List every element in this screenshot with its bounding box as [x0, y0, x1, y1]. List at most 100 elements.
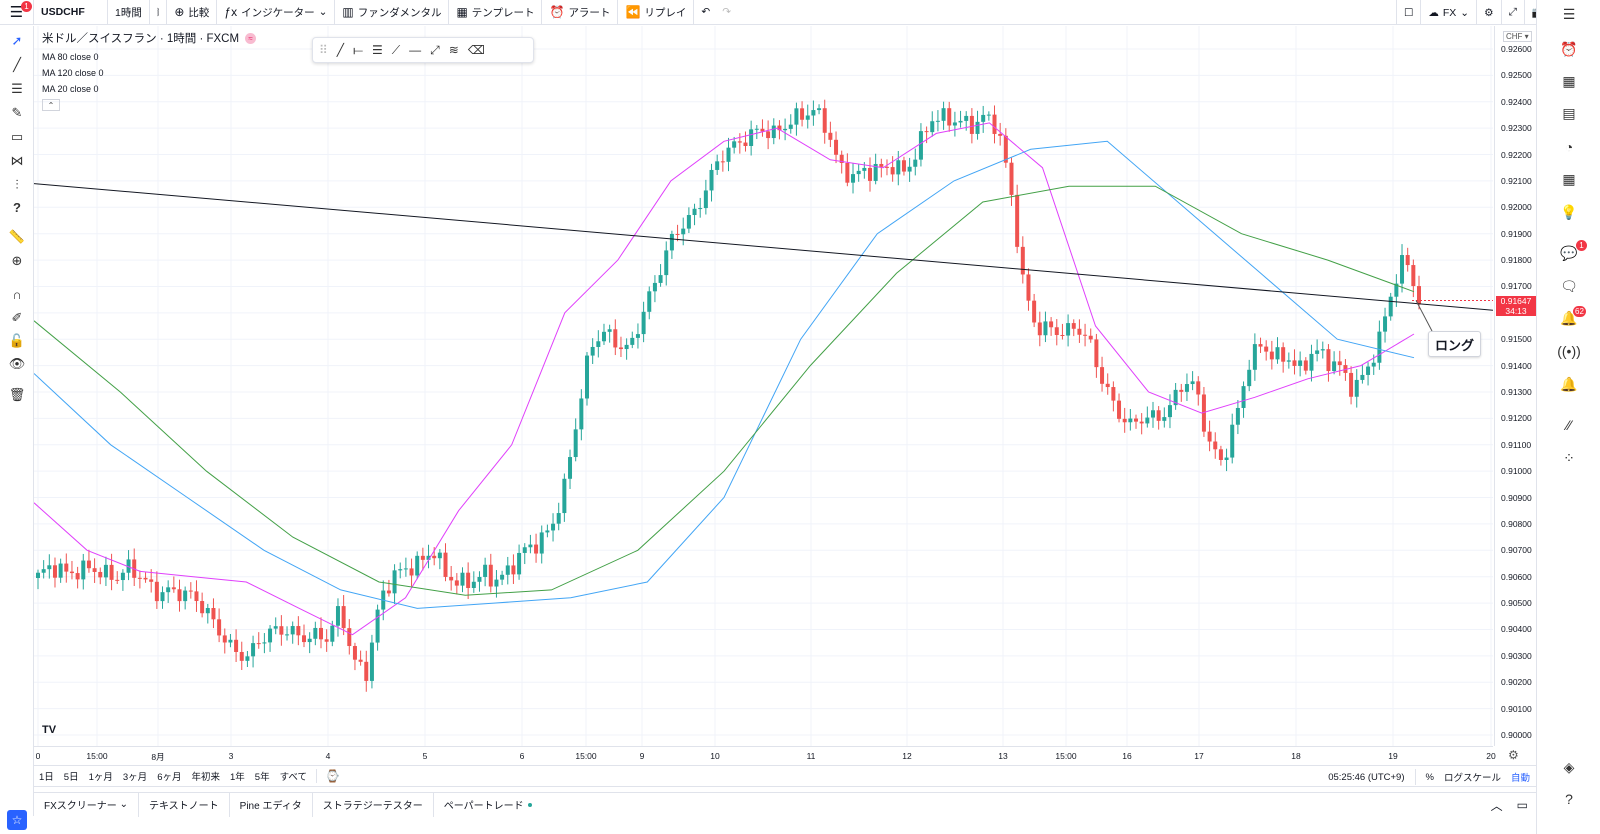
time-axis[interactable]: 0 15:00 8月 3 4 5 6 15:00 9 10 11 12 13 15:00 16 17 18 19 2…	[34, 746, 1496, 764]
parallel-channel-icon[interactable]: ☰	[372, 43, 383, 57]
long-annotation[interactable]: ロング	[1428, 331, 1481, 357]
range-5y[interactable]: 5年	[254, 772, 270, 783]
magnet-icon[interactable]: ∩	[12, 286, 22, 302]
legend-collapse-button[interactable]: ⌃	[42, 99, 60, 111]
chat-badge: 1	[1576, 240, 1587, 251]
extended-line-icon[interactable]: ⤢	[430, 42, 440, 57]
layout-button[interactable]: ☁ FX ⌄	[1421, 0, 1478, 25]
chevron-up-icon[interactable]: ︿	[1490, 798, 1503, 813]
candle-up	[913, 159, 918, 167]
lock-icon[interactable]: 🔓	[8, 333, 26, 348]
watchlist-icon[interactable]: ☰	[1562, 5, 1576, 22]
alert-button[interactable]: ⏰ アラート	[542, 0, 619, 25]
fundamentals-button[interactable]: ▥ ファンダメンタル	[335, 0, 450, 25]
goto-date-icon[interactable]: ⌚	[316, 769, 345, 783]
rewind-icon: ⏪	[625, 5, 641, 19]
ideas-bulb-icon[interactable]: 💡	[1560, 203, 1578, 220]
data-window-icon[interactable]: ▦	[1562, 72, 1576, 89]
range-6m[interactable]: 6ヶ月	[157, 772, 182, 783]
alarm-clock-icon[interactable]: ⏰	[1560, 40, 1578, 57]
currency-chip[interactable]: CHF ▾	[1503, 31, 1532, 42]
price-axis[interactable]: CHF ▾ 0.92600 0.92500 0.92400 0.92300 0.9220…	[1494, 26, 1536, 746]
horizontal-line-icon[interactable]: —	[409, 43, 422, 57]
pattern-icon[interactable]: ⋈	[10, 153, 24, 168]
axis-settings-gear-icon[interactable]: ⚙	[1508, 748, 1519, 762]
replay-button[interactable]: ⏪ リプレイ	[618, 0, 695, 25]
horizontal-ray-icon[interactable]: ⟝	[353, 42, 363, 57]
tab-pine-editor[interactable]: Pine エディタ	[230, 792, 313, 817]
hotlist-icon[interactable]: ◔	[1564, 139, 1574, 155]
favorites-star-icon[interactable]: ☆	[7, 810, 27, 830]
lock-drawing-icon[interactable]: ✐	[11, 310, 23, 325]
range-ytd[interactable]: 年初来	[191, 772, 220, 783]
eraser-icon[interactable]: ⌫	[467, 43, 485, 57]
templates-button[interactable]: ▦ テンプレート	[449, 0, 543, 25]
range-3m[interactable]: 3ヶ月	[122, 772, 148, 783]
line-icon[interactable]: ╱	[336, 43, 345, 57]
fullscreen-layout-button[interactable]: ☐	[1395, 0, 1422, 25]
tab-paper-trading[interactable]: ペーパートレード	[434, 793, 542, 817]
trash-icon[interactable]: 🗑	[8, 387, 26, 402]
price-tick-label: 0.90600	[1501, 571, 1532, 582]
fullscreen-button[interactable]: ⤢	[1502, 0, 1525, 25]
trend-icon[interactable]: ⁄⁄	[1566, 417, 1572, 433]
ma20-legend[interactable]: MA 20 close 0	[42, 84, 99, 94]
candle-up	[851, 174, 856, 183]
brush-icon[interactable]: ✎	[11, 105, 23, 120]
tradingview-logo[interactable]: TV	[42, 724, 57, 736]
candle-down	[1060, 334, 1065, 336]
text-comment-icon[interactable]: ▭	[10, 129, 24, 144]
candle-up	[862, 167, 867, 171]
drag-handle-icon[interactable]: ⠿	[319, 43, 328, 57]
clock-readout[interactable]: 05:25:46 (UTC+9)	[1328, 771, 1405, 783]
help-icon[interactable]: ?	[13, 199, 21, 215]
undo-icon[interactable]: ↶	[701, 6, 711, 18]
candle-up	[1247, 369, 1252, 387]
ma120-legend[interactable]: MA 120 close 0	[42, 68, 104, 78]
interval-button[interactable]: 1時間	[108, 0, 150, 25]
compare-button[interactable]: ⊕ 比較	[167, 0, 218, 25]
messages-icon[interactable]: 🗨	[1560, 277, 1578, 294]
news-icon[interactable]: ▤	[1562, 104, 1576, 121]
grid-dots-icon[interactable]: ⁘	[1563, 449, 1575, 466]
tab-fx-screener[interactable]: FXスクリーナー ⌄	[34, 792, 139, 817]
candle-down	[302, 635, 307, 643]
auto-scale-toggle[interactable]: 自動	[1510, 773, 1530, 784]
broadcast-icon[interactable]: ((•))	[1557, 343, 1581, 359]
eye-icon[interactable]: 👁	[8, 356, 26, 371]
ray-icon[interactable]: ⟋	[391, 42, 401, 57]
range-all[interactable]: すべて	[279, 772, 308, 783]
horizontal-lines-icon[interactable]: ☰	[11, 81, 23, 96]
tab-text-notes[interactable]: テキストノート	[139, 792, 230, 817]
range-1y[interactable]: 1年	[230, 772, 245, 783]
range-1d[interactable]: 1日	[39, 772, 54, 783]
price-chart[interactable]	[34, 26, 1493, 746]
layers-icon[interactable]: ◈	[1563, 758, 1575, 775]
tab-strategy-tester[interactable]: ストラテジーテスター	[313, 792, 434, 817]
zoom-in-icon[interactable]: ⊕	[11, 253, 23, 268]
symbol-search-button[interactable]: USDCHF	[34, 0, 108, 25]
chat-icon[interactable]: 💬 1	[1537, 240, 1600, 264]
percent-toggle[interactable]: %	[1425, 771, 1434, 783]
cursor-icon[interactable]: ➚	[11, 33, 23, 48]
help-circle-icon[interactable]: ?	[1565, 791, 1573, 807]
candle-up	[1315, 350, 1320, 354]
chart-type-button[interactable]: ⧘	[150, 0, 168, 25]
ma80-legend[interactable]: MA 80 close 0	[42, 52, 99, 62]
range-1m[interactable]: 1ヶ月	[88, 772, 113, 783]
log-scale-toggle[interactable]: ログスケール	[1443, 773, 1501, 784]
fib-icon[interactable]: ≋	[448, 43, 459, 57]
maximize-panel-icon[interactable]: ▭	[1516, 798, 1528, 812]
trend-line-icon[interactable]: ╱	[13, 57, 21, 72]
notifications-icon[interactable]: 🔔 62	[1560, 306, 1586, 326]
calendar-icon[interactable]: ▦	[1562, 170, 1576, 187]
redo-icon[interactable]: ↷	[722, 6, 732, 18]
ruler-icon[interactable]: 📏	[8, 229, 26, 244]
indicators-button[interactable]: ƒx インジケーター ⌄	[217, 0, 336, 25]
menu-button[interactable]: ☰ 1	[0, 0, 34, 25]
chart-pane[interactable]	[34, 26, 1493, 746]
bell-icon[interactable]: 🔔	[1560, 375, 1578, 392]
range-5d[interactable]: 5日	[63, 772, 79, 783]
settings-button[interactable]: ⚙	[1477, 0, 1502, 25]
prediction-icon[interactable]: ⫶	[15, 177, 19, 192]
